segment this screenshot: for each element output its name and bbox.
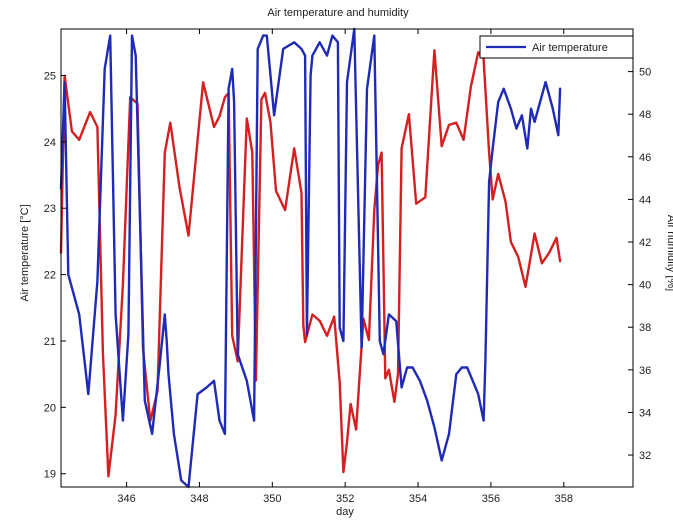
x-axis-label: day bbox=[336, 506, 354, 518]
y-left-axis-label: Air temperature [°C] bbox=[19, 204, 31, 301]
y-right-tick-label: 42 bbox=[639, 237, 651, 249]
x-tick-label: 356 bbox=[482, 493, 500, 505]
y-right-tick-label: 46 bbox=[639, 152, 651, 164]
y-right-tick-label: 32 bbox=[639, 450, 651, 462]
y-right-axis-label: Air humidity [%] bbox=[665, 215, 673, 291]
y-right-tick-label: 34 bbox=[639, 407, 651, 419]
legend-label-air-temperature: Air temperature bbox=[532, 42, 608, 54]
y-right-tick-label: 40 bbox=[639, 280, 651, 292]
y-left-ticks: 19 20 21 22 23 24 25 bbox=[44, 70, 66, 481]
y-left-tick-label: 22 bbox=[44, 270, 56, 282]
series-line-air-temperature bbox=[59, 27, 562, 489]
x-tick-label: 352 bbox=[336, 493, 354, 505]
y-right-tick-label: 44 bbox=[639, 194, 651, 206]
y-left-tick-label: 23 bbox=[44, 203, 56, 215]
y-left-tick-label: 21 bbox=[44, 336, 56, 348]
legend: Air temperature bbox=[479, 35, 634, 59]
chart-title: Air temperature and humidity bbox=[267, 7, 409, 19]
y-right-tick-label: 48 bbox=[639, 109, 651, 121]
y-left-tick-label: 25 bbox=[44, 70, 56, 82]
y-right-tick-label: 50 bbox=[639, 67, 651, 79]
x-tick-label: 350 bbox=[263, 493, 281, 505]
y-right-ticks: 32 34 36 38 40 42 44 46 48 50 bbox=[628, 67, 651, 462]
series-layer bbox=[59, 27, 562, 489]
x-tick-label: 348 bbox=[190, 493, 208, 505]
y-right-tick-label: 38 bbox=[639, 322, 651, 334]
series-line-air-humidity bbox=[59, 49, 562, 478]
y-left-tick-label: 19 bbox=[44, 469, 56, 481]
x-tick-label: 354 bbox=[409, 493, 427, 505]
x-ticks: 346 348 350 352 354 356 358 bbox=[117, 29, 573, 505]
y-right-tick-label: 36 bbox=[639, 365, 651, 377]
legend-box bbox=[479, 35, 634, 59]
x-tick-label: 358 bbox=[555, 493, 573, 505]
y-left-tick-label: 20 bbox=[44, 402, 56, 414]
x-tick-label: 346 bbox=[117, 493, 135, 505]
y-left-tick-label: 24 bbox=[44, 137, 56, 149]
plot-frame bbox=[60, 28, 634, 488]
